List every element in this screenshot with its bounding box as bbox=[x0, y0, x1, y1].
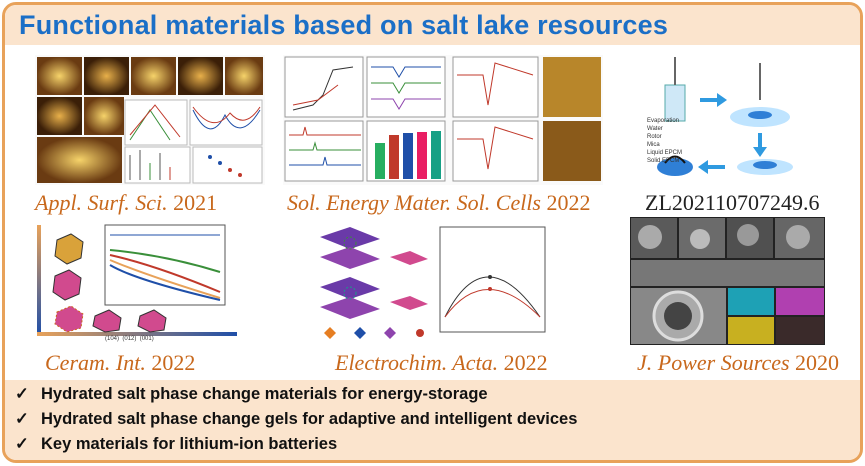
dsc-figure bbox=[284, 56, 601, 182]
panel-power-sources bbox=[630, 217, 825, 345]
panel-electrochim bbox=[310, 217, 550, 345]
caption-ceram-int: Ceram. Int. 2022 bbox=[45, 350, 196, 375]
panel-appl-surf-sci bbox=[35, 55, 265, 185]
panel-sol-energy bbox=[283, 55, 603, 185]
caption-power-sources: J. Power Sources 2020 bbox=[637, 350, 840, 375]
patent-legend: Evaporation Water Rotor Mica Liquid EPCM… bbox=[647, 118, 683, 164]
title-band: Functional materials based on salt lake … bbox=[5, 5, 860, 45]
afm-figure bbox=[37, 57, 263, 184]
patent-schematic bbox=[657, 57, 793, 176]
bullet-item: ✓ Hydrated salt phase change materials fo… bbox=[15, 385, 488, 403]
electro-figure bbox=[320, 226, 546, 339]
sem-figure bbox=[631, 218, 824, 344]
check-icon: ✓ bbox=[15, 435, 29, 453]
caption-electrochim: Electrochim. Acta. 2022 bbox=[335, 350, 548, 375]
caption-sol-energy: Sol. Energy Mater. Sol. Cells 2022 bbox=[287, 190, 591, 215]
bullet-item: ✓ Hydrated salt phase change gels for ada… bbox=[15, 410, 578, 428]
caption-appl-surf-sci: Appl. Surf. Sci. 2021 bbox=[35, 190, 218, 215]
patent-number: ZL202110707249.6 bbox=[645, 190, 820, 215]
panel-patent: Evaporation Water Rotor Mica Liquid EPCM… bbox=[645, 55, 815, 185]
check-icon: ✓ bbox=[15, 410, 29, 428]
bullet-item: ✓ Key materials for lithium-ion batteries bbox=[15, 435, 338, 453]
check-icon: ✓ bbox=[15, 385, 29, 403]
ceram-figure bbox=[37, 224, 237, 336]
page-title: Functional materials based on salt lake … bbox=[19, 10, 669, 40]
bullet-band: ✓ Hydrated salt phase change materials fo… bbox=[5, 380, 860, 460]
panel-ceram-int: (104) (012) (001) bbox=[35, 220, 285, 345]
ceram-legend: (104) (012) (001) bbox=[105, 336, 154, 342]
